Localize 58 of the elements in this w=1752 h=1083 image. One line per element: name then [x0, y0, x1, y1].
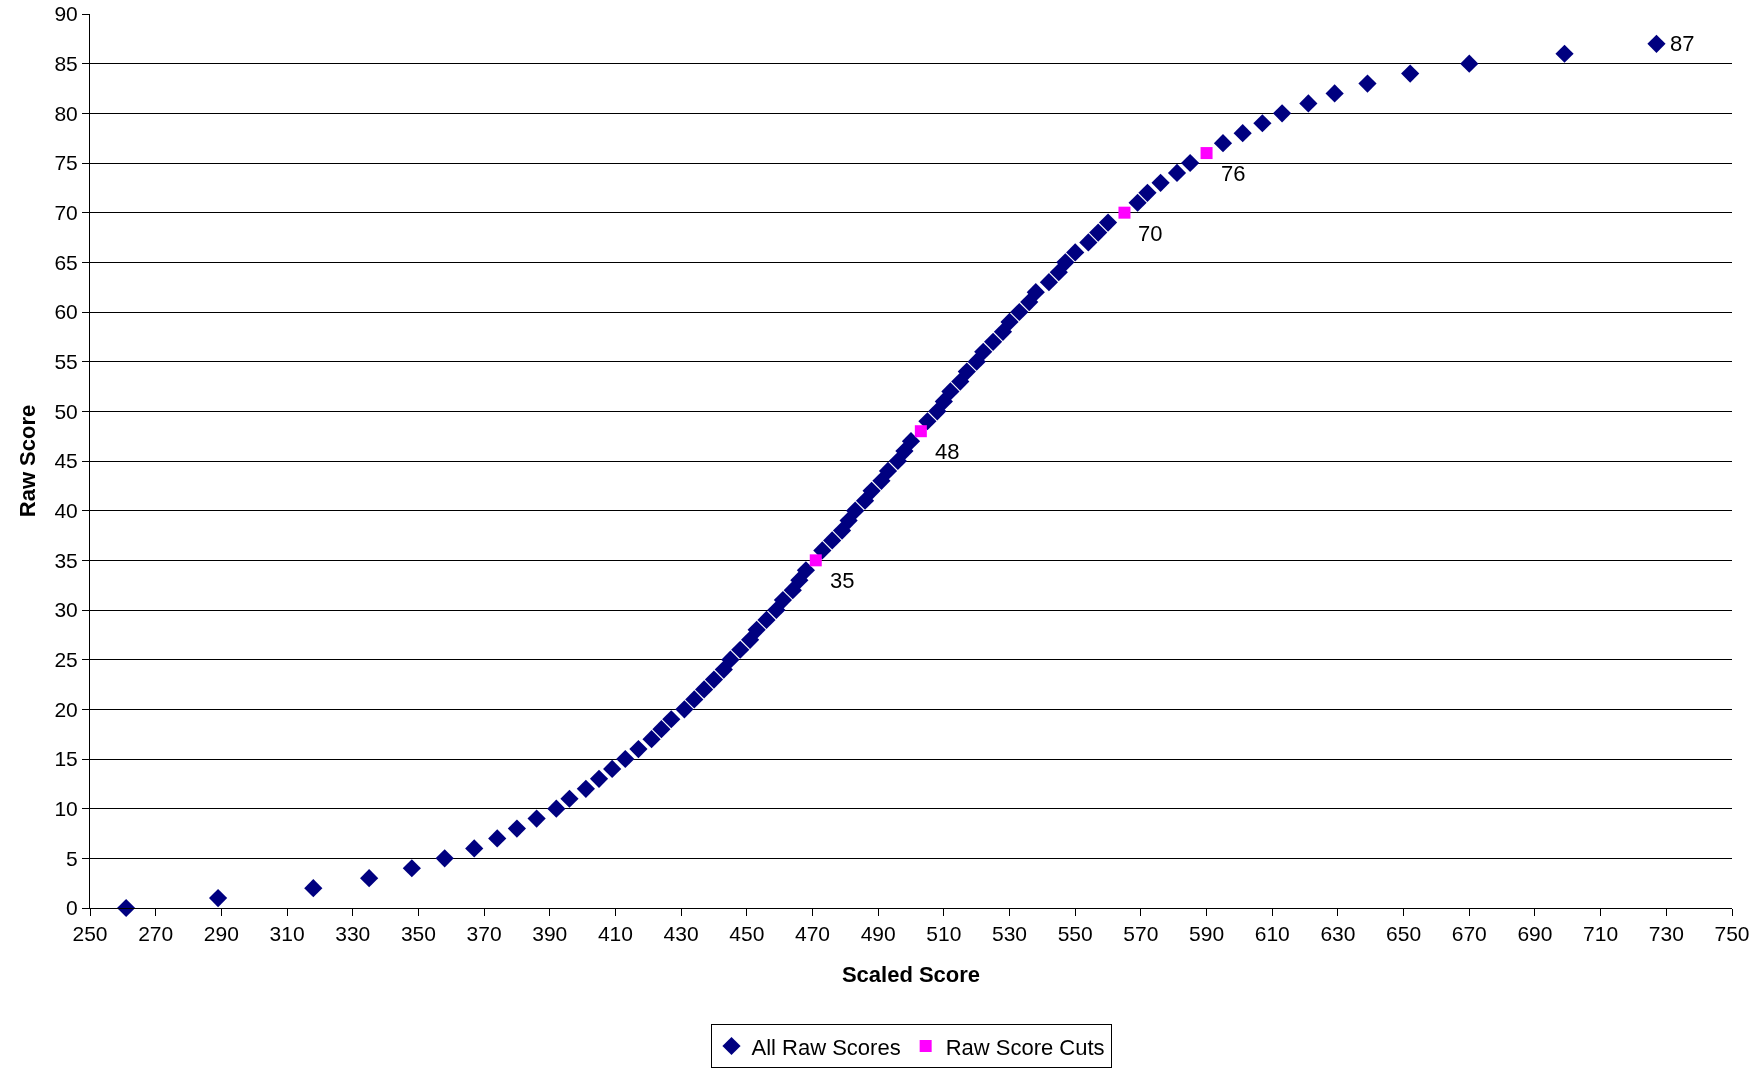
x-tick-label: 350	[400, 922, 436, 946]
x-tick-label: 670	[1451, 922, 1487, 946]
y-tick-label: 75	[54, 151, 78, 175]
data-label: 48	[935, 439, 960, 464]
y-tick-label: 10	[54, 797, 78, 821]
y-tick-label: 30	[54, 598, 78, 622]
x-axis-title: Scaled Score	[841, 962, 981, 988]
y-tick-label: 70	[54, 201, 78, 225]
legend-label: All Raw Scores	[751, 1034, 901, 1060]
x-tick-label: 690	[1517, 922, 1553, 946]
x-tick-label: 530	[992, 922, 1028, 946]
y-tick-label: 90	[54, 2, 78, 26]
x-tick-label: 730	[1648, 922, 1684, 946]
y-tick-label: 5	[66, 846, 78, 870]
x-tick-label: 450	[729, 922, 765, 946]
x-tick-label: 610	[1254, 922, 1290, 946]
data-label: 70	[1138, 221, 1163, 246]
x-tick-label: 650	[1386, 922, 1422, 946]
x-tick-label: 710	[1583, 922, 1619, 946]
data-label: 87	[1670, 31, 1695, 56]
legend-label: Raw Score Cuts	[945, 1034, 1105, 1060]
x-tick-label: 290	[203, 922, 239, 946]
point	[1200, 147, 1213, 160]
x-tick-label: 250	[72, 922, 108, 946]
y-tick-label: 65	[54, 250, 78, 274]
y-tick-label: 20	[54, 697, 78, 721]
point	[1118, 206, 1131, 219]
y-tick-label: 60	[54, 300, 78, 324]
data-label: 76	[1221, 161, 1246, 186]
x-tick-label: 410	[597, 922, 633, 946]
x-tick-label: 750	[1714, 922, 1750, 946]
y-tick-label: 0	[66, 896, 78, 920]
x-tick-label: 390	[532, 922, 568, 946]
point	[809, 554, 822, 567]
x-tick-label: 430	[663, 922, 699, 946]
x-tick-label: 370	[466, 922, 502, 946]
y-tick-label: 85	[54, 52, 78, 76]
y-tick-label: 25	[54, 648, 78, 672]
x-tick-label: 630	[1320, 922, 1356, 946]
y-tick-label: 40	[54, 499, 78, 523]
y-tick-label: 45	[54, 449, 78, 473]
x-tick-label: 470	[794, 922, 830, 946]
y-tick-label: 35	[54, 548, 78, 572]
y-axis-title: Raw Score	[15, 404, 41, 518]
x-tick-label: 510	[926, 922, 962, 946]
y-tick-label: 50	[54, 399, 78, 423]
x-tick-label: 330	[335, 922, 371, 946]
x-tick-label: 590	[1189, 922, 1225, 946]
y-tick-label: 15	[54, 747, 78, 771]
y-tick-label: 80	[54, 101, 78, 125]
x-tick-label: 550	[1057, 922, 1093, 946]
x-tick-label: 490	[860, 922, 896, 946]
point	[914, 425, 927, 438]
x-tick-label: 310	[269, 922, 305, 946]
data-label: 35	[830, 568, 855, 593]
x-tick-label: 570	[1123, 922, 1159, 946]
x-tick-label: 270	[138, 922, 174, 946]
y-tick-label: 55	[54, 350, 78, 374]
